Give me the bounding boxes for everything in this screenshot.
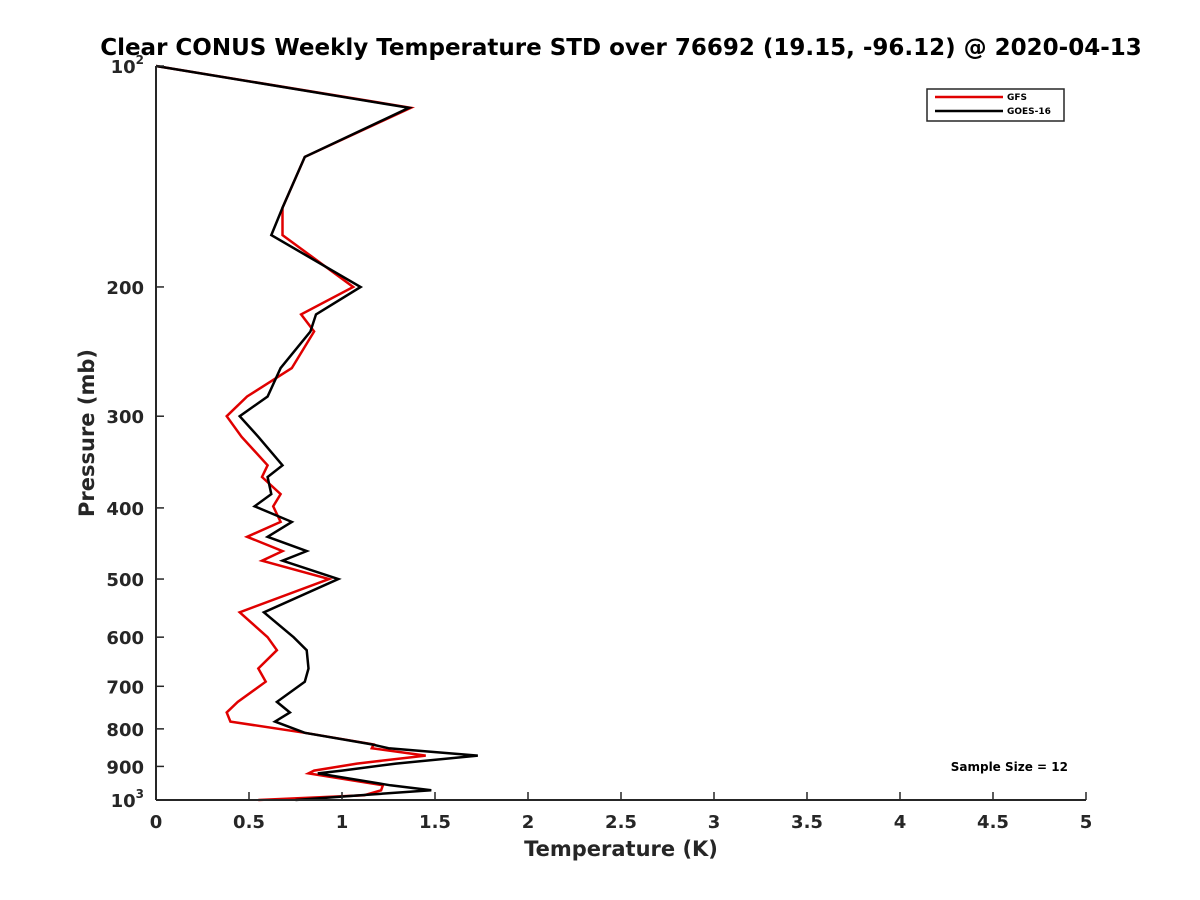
y-tick-base: 700	[106, 677, 144, 698]
legend: GFS GOES-16	[926, 88, 1065, 122]
y-tick-label: 200	[106, 278, 144, 299]
sample-size-annotation: Sample Size = 12	[951, 760, 1068, 774]
y-axis-label: Pressure (mb)	[75, 349, 99, 517]
chart-title: Clear CONUS Weekly Temperature STD over …	[100, 35, 1142, 61]
y-tick-label: 800	[106, 720, 144, 741]
series-line-gfs	[155, 64, 426, 802]
plot-area: 0 0.5 1 1.5 2 2.5 3 3.5 4 4.5 5 102200300400500600…	[106, 53, 1092, 833]
y-tick-label: 500	[106, 570, 144, 591]
y-tick-base: 400	[106, 499, 144, 520]
x-tick-label: 2	[522, 812, 535, 833]
x-tick-label: 2.5	[605, 812, 637, 833]
x-tick-label: 4	[894, 812, 907, 833]
legend-label-gfs: GFS	[1007, 93, 1027, 103]
x-axis-label: Temperature (K)	[524, 837, 718, 861]
y-tick-base: 300	[106, 407, 144, 428]
x-tick-label: 3.5	[791, 812, 823, 833]
x-tick-label: 0.5	[233, 812, 265, 833]
y-tick-base: 500	[106, 570, 144, 591]
x-tick-label: 5	[1080, 812, 1093, 833]
y-tick-label: 300	[106, 407, 144, 428]
series-line-goes-16	[155, 64, 478, 802]
y-tick-base: 800	[106, 720, 144, 741]
y-tick-base: 10	[111, 57, 136, 78]
y-tick-base: 200	[106, 278, 144, 299]
x-tick-label: 1.5	[419, 812, 451, 833]
x-tick-label: 4.5	[977, 812, 1009, 833]
x-tick-label: 0	[150, 812, 163, 833]
y-tick-base: 10	[111, 791, 136, 812]
legend-box	[926, 88, 1065, 122]
y-tick-label: 600	[106, 628, 144, 649]
x-axis-ticks: 0 0.5 1 1.5 2 2.5 3 3.5 4 4.5 5	[150, 792, 1093, 833]
y-tick-base: 900	[106, 757, 144, 778]
y-tick-base: 600	[106, 628, 144, 649]
y-tick-exponent: 2	[136, 53, 144, 67]
y-tick-exponent: 3	[136, 787, 144, 801]
y-tick-label: 900	[106, 757, 144, 778]
x-tick-label: 3	[708, 812, 721, 833]
y-tick-label: 400	[106, 499, 144, 520]
y-tick-label: 102	[111, 53, 144, 78]
y-tick-label: 103	[111, 787, 144, 812]
y-tick-label: 700	[106, 677, 144, 698]
legend-label-goes16: GOES-16	[1007, 107, 1051, 117]
x-tick-label: 1	[336, 812, 349, 833]
series-layer	[155, 64, 478, 802]
